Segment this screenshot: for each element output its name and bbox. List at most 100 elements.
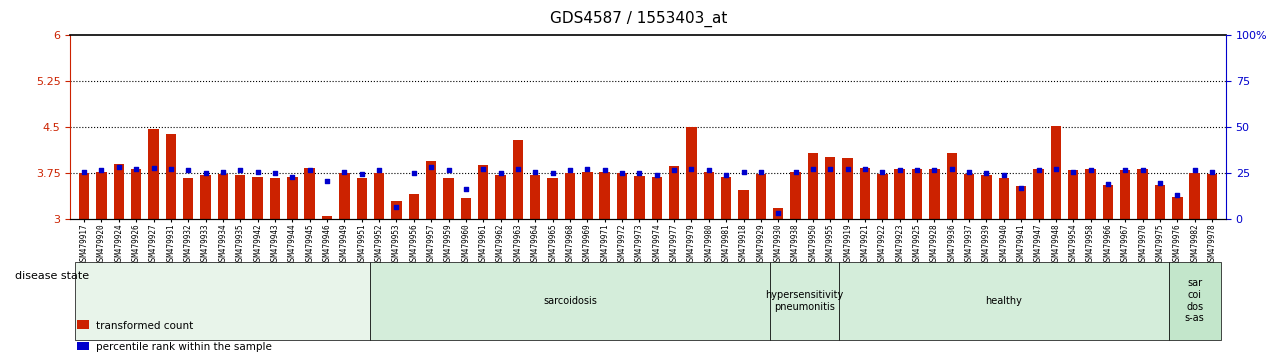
Point: [143, 165, 163, 171]
Point: [213, 169, 234, 175]
Bar: [1068, 170, 1078, 219]
Point: [959, 169, 979, 175]
Point: [543, 171, 563, 176]
Point: [733, 169, 753, 175]
Point: [438, 167, 458, 173]
Point: [925, 167, 945, 173]
Point: [716, 172, 737, 178]
Point: [1028, 167, 1048, 173]
Point: [1062, 169, 1083, 175]
Bar: [530, 175, 540, 219]
Bar: [200, 175, 211, 219]
Text: sarcoidosis: sarcoidosis: [543, 296, 596, 306]
Bar: [269, 178, 280, 219]
Bar: [808, 153, 819, 219]
Point: [264, 171, 285, 176]
Point: [872, 169, 893, 175]
Bar: [722, 177, 732, 219]
Point: [1185, 167, 1205, 173]
Point: [559, 167, 580, 173]
Point: [612, 170, 632, 176]
Bar: [790, 172, 801, 219]
Bar: [1207, 174, 1217, 219]
Bar: [340, 173, 350, 219]
Bar: [1154, 184, 1165, 219]
Bar: [704, 172, 714, 219]
Point: [994, 172, 1014, 178]
Bar: [894, 169, 905, 219]
Point: [386, 204, 406, 210]
Bar: [304, 168, 315, 219]
Text: healthy: healthy: [986, 296, 1023, 306]
Point: [1098, 181, 1119, 187]
Bar: [1016, 186, 1027, 219]
Point: [230, 167, 250, 173]
Point: [369, 167, 389, 173]
Bar: [218, 174, 229, 219]
Bar: [1120, 170, 1130, 219]
Bar: [427, 161, 437, 219]
Bar: [912, 169, 922, 219]
Bar: [946, 153, 956, 219]
Bar: [391, 201, 402, 219]
Bar: [1172, 198, 1183, 219]
Point: [785, 169, 806, 175]
Point: [1046, 166, 1066, 172]
Point: [976, 171, 996, 176]
Point: [751, 169, 771, 175]
Point: [195, 171, 216, 176]
Point: [74, 169, 94, 175]
Point: [351, 171, 372, 177]
Point: [681, 166, 701, 172]
Point: [907, 167, 927, 173]
Point: [803, 166, 824, 172]
Point: [1080, 167, 1101, 173]
Point: [91, 167, 111, 173]
Text: hypersensitivity
pneumonitis: hypersensitivity pneumonitis: [765, 290, 843, 312]
Point: [699, 167, 719, 173]
Bar: [1189, 173, 1200, 219]
Bar: [981, 175, 992, 219]
Point: [161, 166, 181, 171]
Bar: [1051, 126, 1061, 219]
Bar: [1033, 169, 1043, 219]
Point: [1202, 169, 1222, 175]
Bar: [1085, 169, 1096, 219]
Point: [404, 171, 424, 176]
Bar: [1138, 169, 1148, 219]
Bar: [322, 216, 332, 219]
Point: [630, 171, 650, 176]
Point: [664, 167, 684, 173]
Bar: [617, 173, 627, 219]
Point: [838, 166, 858, 172]
Point: [472, 166, 493, 172]
Bar: [409, 194, 419, 219]
Bar: [495, 175, 506, 219]
Point: [1149, 180, 1170, 185]
Bar: [582, 172, 593, 219]
Bar: [773, 209, 783, 219]
Bar: [166, 133, 176, 219]
Point: [1011, 185, 1032, 190]
Bar: [356, 178, 366, 219]
Bar: [738, 190, 748, 219]
Point: [577, 166, 598, 172]
Bar: [843, 158, 853, 219]
Bar: [999, 178, 1009, 219]
Text: percentile rank within the sample: percentile rank within the sample: [96, 342, 272, 352]
Bar: [235, 175, 245, 219]
Bar: [478, 165, 488, 219]
Bar: [669, 166, 679, 219]
Bar: [253, 177, 263, 219]
Bar: [599, 172, 610, 219]
Point: [1133, 167, 1153, 173]
Bar: [461, 198, 471, 219]
Bar: [930, 169, 940, 219]
Bar: [374, 173, 384, 219]
Bar: [686, 127, 697, 219]
Point: [282, 174, 303, 179]
Point: [646, 172, 667, 178]
Point: [508, 166, 529, 172]
Bar: [1103, 185, 1114, 219]
Point: [300, 167, 321, 173]
